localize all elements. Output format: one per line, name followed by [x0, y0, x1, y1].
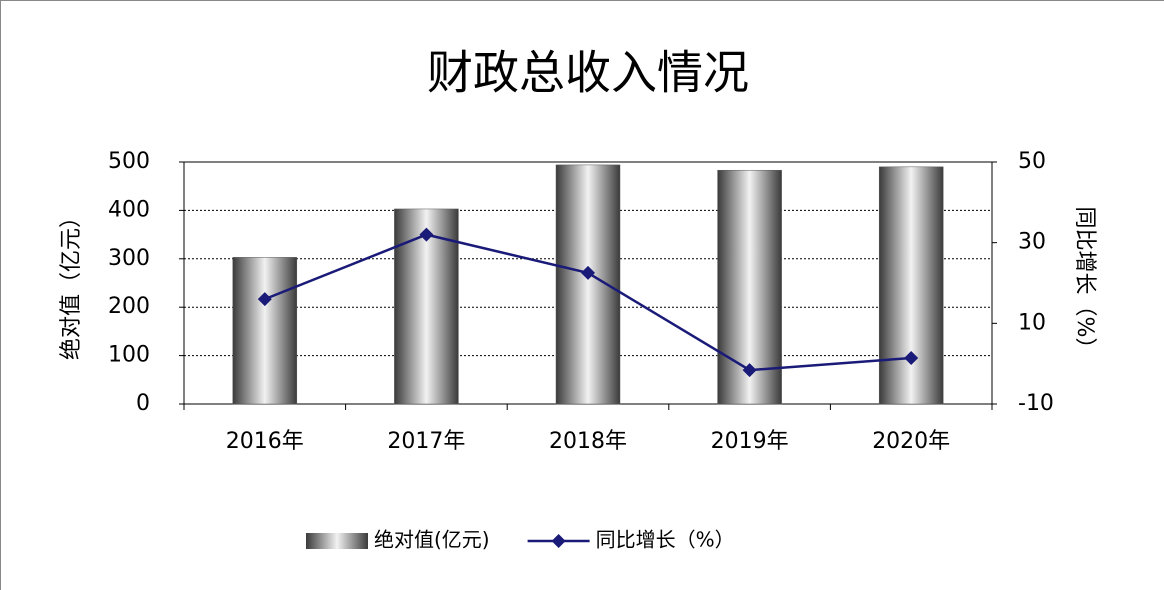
x-tick-label: 2016年	[226, 429, 304, 454]
y2-tick-label: 30	[1018, 230, 1046, 255]
y2-tick-label: -10	[1018, 391, 1054, 416]
y-tick-label: 300	[108, 246, 150, 271]
legend-marker	[551, 534, 566, 548]
x-tick-label: 2017年	[387, 429, 465, 454]
y-tick-label: 500	[108, 149, 150, 174]
bar	[232, 257, 298, 405]
x-tick-label: 2018年	[549, 429, 627, 454]
y-tick-label: 400	[108, 197, 150, 222]
y2-axis-label: 同比增长（%）	[1072, 207, 1097, 360]
bar	[555, 164, 621, 405]
legend-swatch	[306, 533, 368, 549]
x-tick-label: 2020年	[872, 429, 950, 454]
y-axis-label: 绝对值（亿元）	[59, 206, 84, 360]
y2-tick-label: 50	[1018, 149, 1046, 174]
y-tick-label: 200	[108, 294, 150, 319]
marker	[742, 363, 757, 378]
chart-title: 财政总收入情况	[427, 46, 749, 100]
legend-label: 同比增长（%）	[596, 528, 735, 552]
marker	[904, 351, 919, 366]
y2-tick-label: 10	[1018, 310, 1046, 335]
x-tick-label: 2019年	[711, 429, 789, 454]
legend-label: 绝对值(亿元)	[374, 528, 490, 552]
marker	[419, 227, 434, 242]
y-tick-label: 100	[108, 343, 150, 368]
marker	[257, 292, 272, 307]
marker	[581, 265, 595, 280]
bar	[878, 166, 944, 405]
y-tick-label: 0	[136, 391, 150, 416]
